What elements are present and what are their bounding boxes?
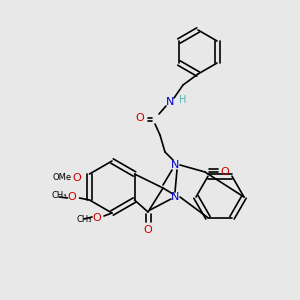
- Text: O: O: [73, 173, 81, 183]
- Text: O: O: [144, 225, 152, 235]
- Text: CH₃: CH₃: [52, 191, 67, 200]
- Text: O: O: [67, 192, 76, 202]
- Text: CH₃: CH₃: [76, 215, 92, 224]
- Text: O: O: [220, 167, 230, 177]
- Text: H: H: [179, 95, 187, 105]
- Text: N: N: [166, 97, 174, 107]
- Text: N: N: [171, 160, 179, 170]
- Text: OMe: OMe: [52, 173, 72, 182]
- Text: O: O: [136, 113, 144, 123]
- Text: O: O: [93, 213, 101, 223]
- Text: N: N: [171, 192, 179, 202]
